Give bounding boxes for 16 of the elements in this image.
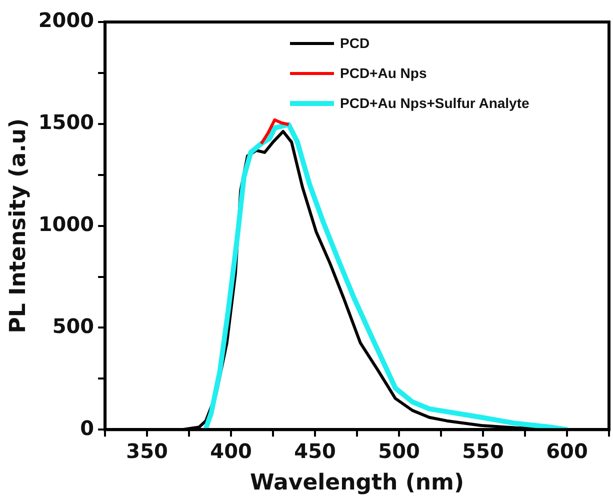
legend-label: PCD+Au Nps+Sulfur Analyte bbox=[340, 95, 530, 111]
x-tick-label: 400 bbox=[210, 438, 252, 463]
y-tick-label: 1500 bbox=[38, 110, 94, 134]
x-tick-label: 500 bbox=[378, 438, 420, 463]
legend-label: PCD+Au Nps bbox=[340, 65, 427, 81]
y-tick-label: 1000 bbox=[38, 212, 94, 236]
x-axis-title: Wavelength (nm) bbox=[250, 470, 464, 496]
x-tick-label: 600 bbox=[546, 438, 588, 463]
y-tick-label: 2000 bbox=[38, 8, 94, 32]
y-tick-label: 500 bbox=[52, 314, 94, 338]
x-tick-label: 550 bbox=[462, 438, 504, 463]
y-tick-label: 0 bbox=[80, 416, 94, 440]
x-tick-label: 350 bbox=[126, 438, 168, 463]
x-tick-label: 450 bbox=[294, 438, 336, 463]
y-axis-title: PL Intensity (a.u) bbox=[6, 118, 31, 334]
legend-label: PCD bbox=[340, 35, 370, 51]
